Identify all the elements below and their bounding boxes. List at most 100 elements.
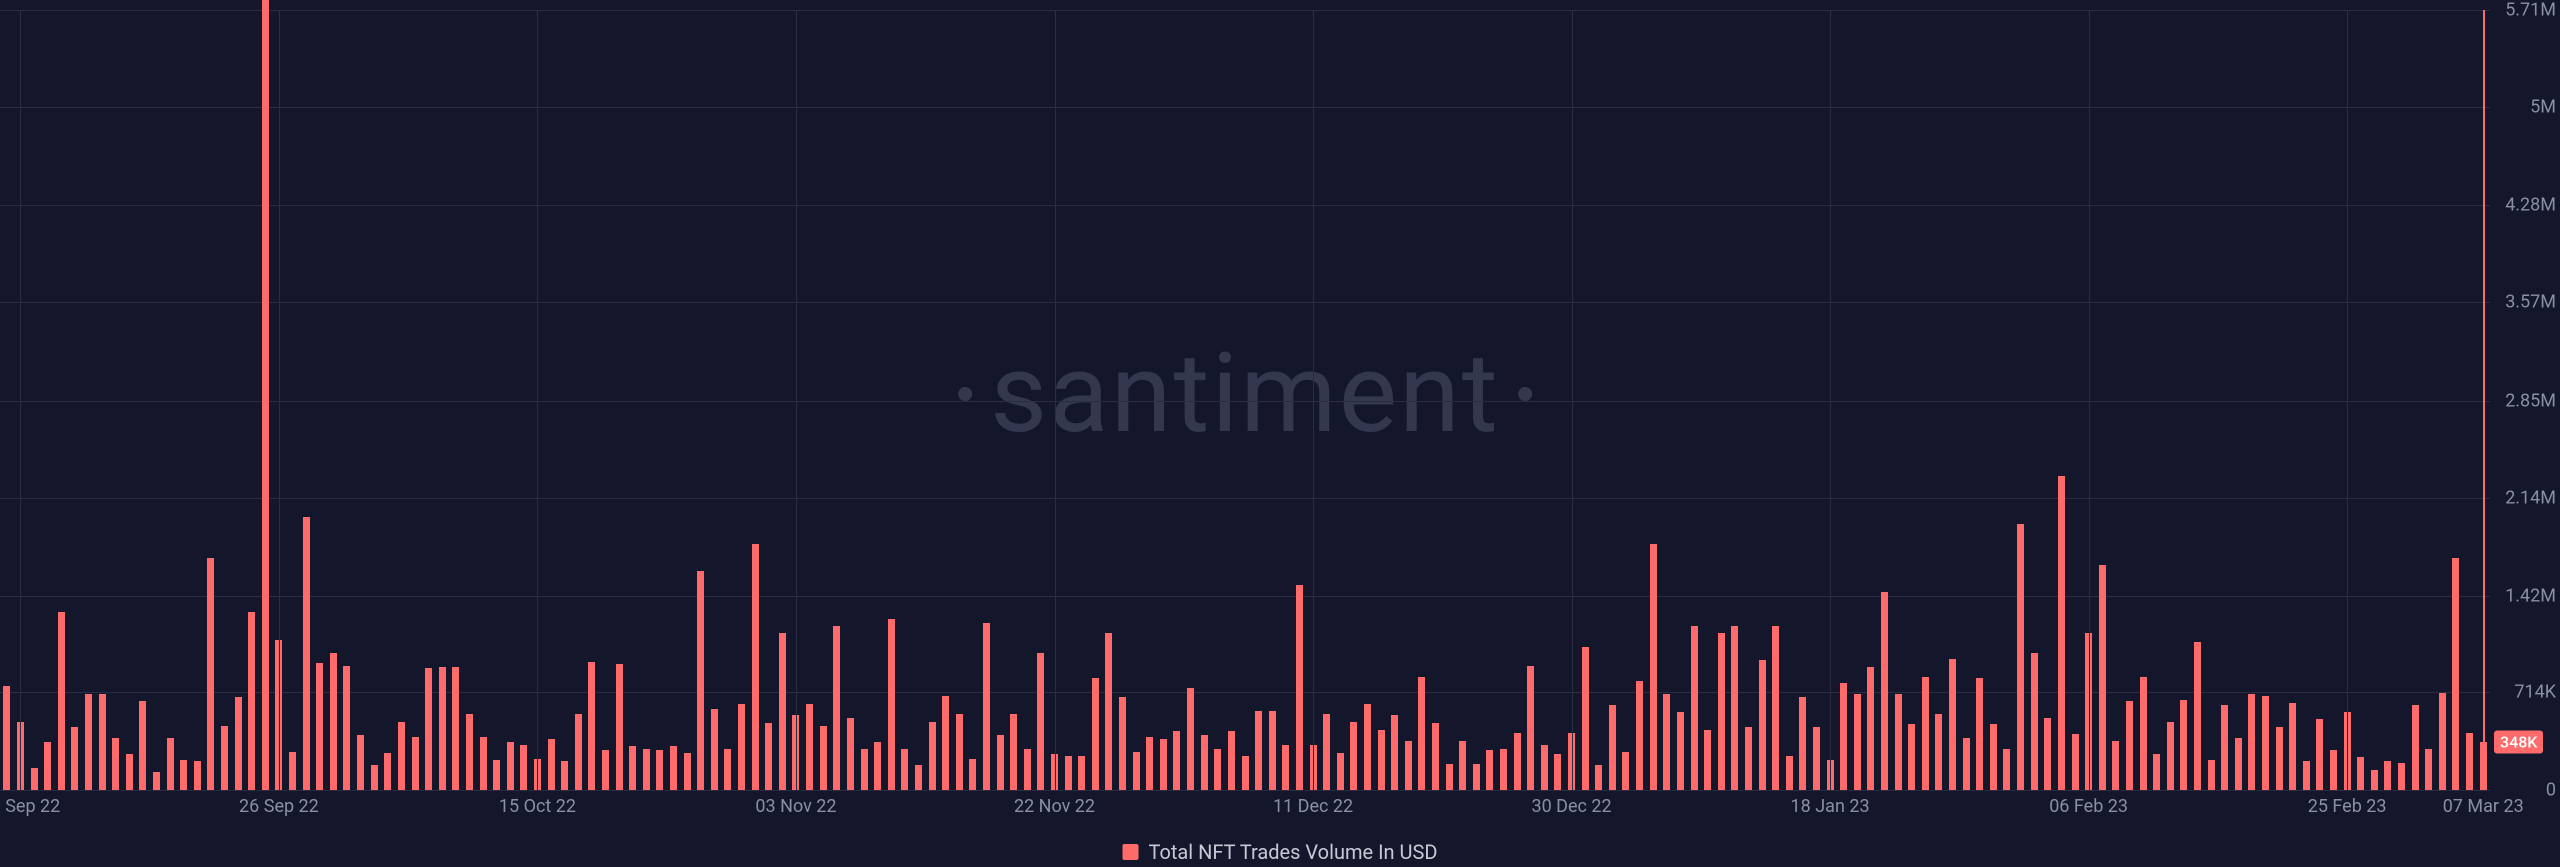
- bar[interactable]: [1772, 626, 1779, 790]
- bar[interactable]: [2276, 727, 2283, 790]
- bar[interactable]: [643, 749, 650, 790]
- bar[interactable]: [1255, 711, 1262, 790]
- bar[interactable]: [167, 738, 174, 790]
- bar[interactable]: [1840, 683, 1847, 790]
- bar[interactable]: [1296, 585, 1303, 790]
- bar[interactable]: [2412, 705, 2419, 790]
- bar[interactable]: [2003, 749, 2010, 790]
- bar[interactable]: [561, 761, 568, 790]
- bar[interactable]: [2398, 763, 2405, 790]
- bar[interactable]: [1636, 681, 1643, 790]
- bar[interactable]: [1799, 697, 1806, 790]
- bar[interactable]: [262, 0, 269, 790]
- bar[interactable]: [548, 739, 555, 790]
- bar[interactable]: [1650, 544, 1657, 790]
- bar[interactable]: [112, 738, 119, 790]
- bar[interactable]: [1527, 666, 1534, 790]
- bar[interactable]: [1228, 731, 1235, 790]
- bar[interactable]: [1214, 749, 1221, 790]
- bar[interactable]: [1337, 753, 1344, 790]
- bar[interactable]: [126, 754, 133, 790]
- bar[interactable]: [139, 701, 146, 790]
- bar[interactable]: [2221, 705, 2228, 790]
- legend[interactable]: Total NFT Trades Volume In USD: [1123, 840, 1438, 864]
- bar[interactable]: [629, 746, 636, 790]
- bar[interactable]: [602, 750, 609, 790]
- bar[interactable]: [969, 759, 976, 790]
- bar[interactable]: [1895, 694, 1902, 790]
- bar[interactable]: [398, 722, 405, 790]
- bar[interactable]: [1405, 741, 1412, 790]
- bar[interactable]: [1677, 712, 1684, 790]
- bar[interactable]: [1065, 756, 1072, 790]
- bar[interactable]: [2316, 719, 2323, 790]
- bar[interactable]: [439, 667, 446, 790]
- bar[interactable]: [1731, 626, 1738, 790]
- bar[interactable]: [1935, 714, 1942, 790]
- bar[interactable]: [1418, 677, 1425, 790]
- bar[interactable]: [1187, 688, 1194, 790]
- bar[interactable]: [1092, 678, 1099, 790]
- bar[interactable]: [2099, 565, 2106, 790]
- bar[interactable]: [1745, 727, 1752, 790]
- bar[interactable]: [942, 696, 949, 790]
- bar[interactable]: [874, 742, 881, 790]
- bar[interactable]: [493, 760, 500, 790]
- bar[interactable]: [1554, 754, 1561, 790]
- bar[interactable]: [861, 749, 868, 790]
- bar[interactable]: [2167, 722, 2174, 790]
- bar[interactable]: [997, 735, 1004, 790]
- bar[interactable]: [412, 737, 419, 790]
- bar[interactable]: [616, 664, 623, 790]
- bar[interactable]: [248, 612, 255, 790]
- bar[interactable]: [180, 760, 187, 790]
- bar[interactable]: [1486, 750, 1493, 790]
- bar[interactable]: [2153, 754, 2160, 790]
- bar[interactable]: [2248, 694, 2255, 790]
- plot-area[interactable]: santiment: [0, 10, 2490, 790]
- bar[interactable]: [1350, 722, 1357, 790]
- bar[interactable]: [1078, 756, 1085, 790]
- bar[interactable]: [806, 704, 813, 790]
- bar[interactable]: [330, 653, 337, 790]
- bar[interactable]: [343, 666, 350, 790]
- bar[interactable]: [1881, 592, 1888, 790]
- bar[interactable]: [1622, 752, 1629, 790]
- bar[interactable]: [1201, 735, 1208, 790]
- bar[interactable]: [1459, 741, 1466, 790]
- bar[interactable]: [2058, 476, 2065, 790]
- bar[interactable]: [929, 722, 936, 790]
- bar[interactable]: [2235, 738, 2242, 790]
- bar[interactable]: [1759, 660, 1766, 790]
- bar[interactable]: [1718, 633, 1725, 790]
- bar[interactable]: [1500, 749, 1507, 790]
- bar[interactable]: [480, 737, 487, 790]
- bar[interactable]: [765, 723, 772, 790]
- bar[interactable]: [2126, 701, 2133, 790]
- bar[interactable]: [207, 558, 214, 790]
- bar[interactable]: [1378, 730, 1385, 790]
- bar[interactable]: [1010, 714, 1017, 790]
- bar[interactable]: [956, 714, 963, 790]
- bar[interactable]: [71, 727, 78, 790]
- bar[interactable]: [1704, 730, 1711, 790]
- bar[interactable]: [833, 626, 840, 790]
- bar[interactable]: [820, 726, 827, 790]
- bar[interactable]: [738, 704, 745, 790]
- bar[interactable]: [2371, 770, 2378, 790]
- bar[interactable]: [2262, 696, 2269, 790]
- bar[interactable]: [1473, 764, 1480, 790]
- bar[interactable]: [779, 633, 786, 790]
- bar[interactable]: [2303, 761, 2310, 790]
- bar[interactable]: [724, 749, 731, 790]
- bar[interactable]: [1663, 694, 1670, 790]
- bar[interactable]: [1146, 737, 1153, 790]
- bar[interactable]: [752, 544, 759, 790]
- bar[interactable]: [2439, 693, 2446, 790]
- bar[interactable]: [575, 714, 582, 790]
- bar[interactable]: [1119, 697, 1126, 790]
- bar[interactable]: [2112, 741, 2119, 790]
- bar[interactable]: [2208, 760, 2215, 790]
- bar[interactable]: [1949, 659, 1956, 790]
- bar[interactable]: [2357, 757, 2364, 790]
